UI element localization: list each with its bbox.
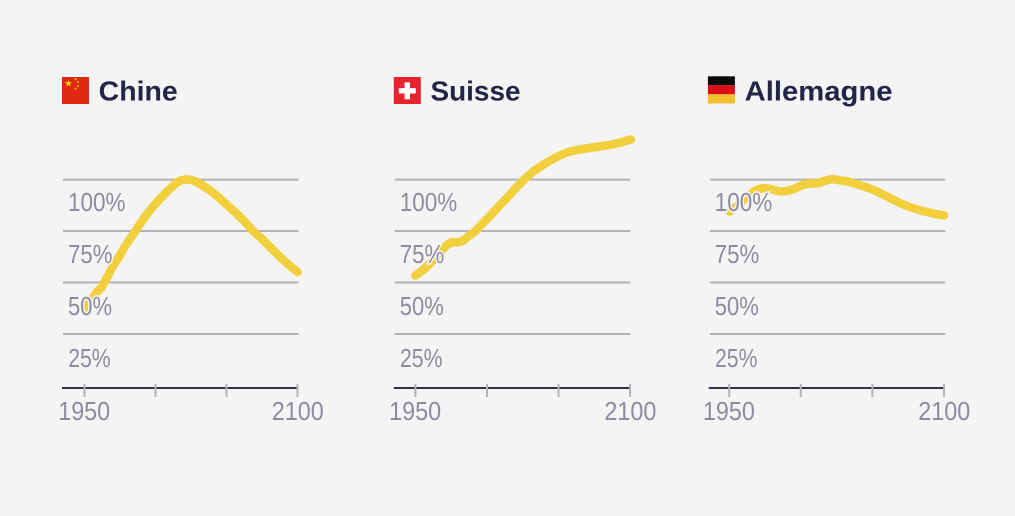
- svg-text:Chine: Chine: [99, 76, 178, 107]
- svg-text:75%: 75%: [715, 239, 760, 269]
- svg-text:2100: 2100: [272, 396, 324, 426]
- svg-text:75%: 75%: [400, 239, 445, 269]
- svg-text:50%: 50%: [715, 291, 759, 321]
- svg-text:2100: 2100: [918, 396, 970, 426]
- svg-text:1950: 1950: [58, 396, 110, 426]
- svg-text:75%: 75%: [68, 239, 113, 269]
- svg-text:2100: 2100: [604, 396, 656, 426]
- svg-text:Suisse: Suisse: [431, 76, 521, 107]
- svg-text:25%: 25%: [715, 343, 758, 373]
- svg-text:1950: 1950: [389, 396, 441, 426]
- svg-text:100%: 100%: [715, 187, 773, 217]
- svg-text:25%: 25%: [400, 343, 443, 373]
- svg-text:Allemagne: Allemagne: [745, 76, 893, 107]
- svg-text:50%: 50%: [400, 291, 444, 321]
- svg-text:1950: 1950: [703, 396, 755, 426]
- svg-text:100%: 100%: [400, 187, 458, 217]
- svg-text:100%: 100%: [68, 187, 126, 217]
- svg-text:25%: 25%: [68, 343, 111, 373]
- svg-text:50%: 50%: [68, 291, 112, 321]
